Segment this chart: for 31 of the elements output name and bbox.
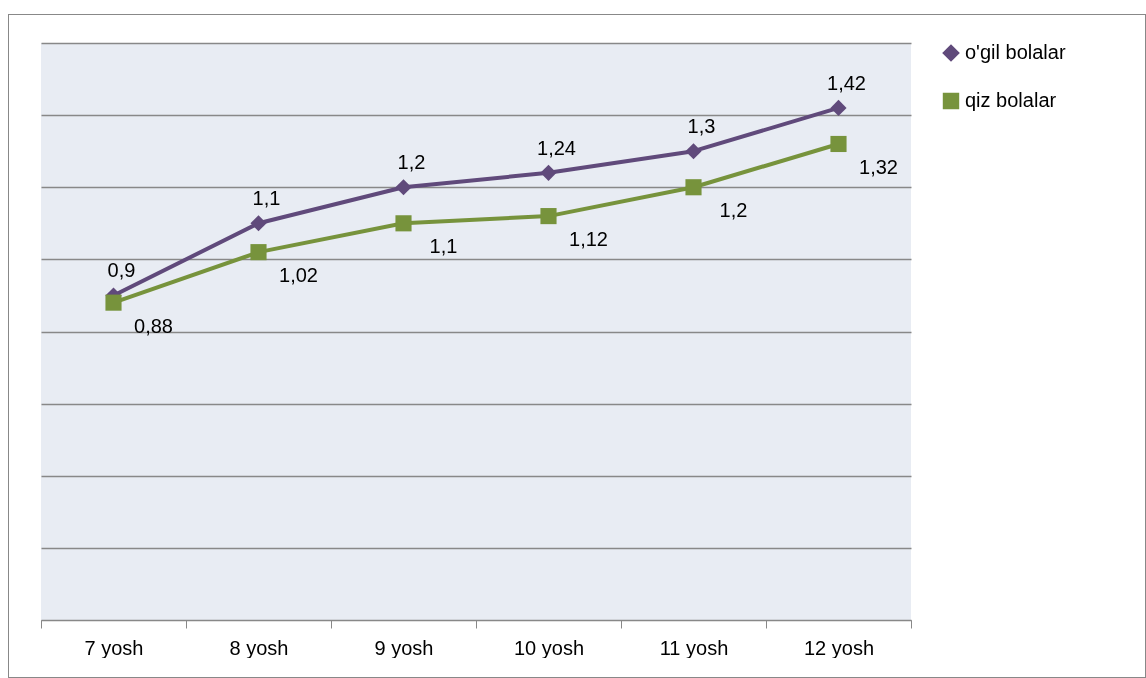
point: [540, 164, 557, 181]
data-label: 1,24: [537, 136, 576, 159]
point: [685, 179, 702, 196]
data-label: 1,3: [687, 115, 716, 138]
x-tick-label: 7 yosh: [84, 636, 144, 659]
data-label: 1,02: [279, 264, 318, 287]
data-label: 1,1: [252, 187, 281, 210]
data-label: 0,88: [134, 314, 173, 337]
x-tick-label: 10 yosh: [513, 636, 585, 659]
data-label: 1,12: [569, 228, 608, 251]
point: [395, 215, 412, 232]
x-tick-label: 12 yosh: [803, 636, 875, 659]
legend-label: o'gil bolalar: [965, 41, 1066, 63]
legend-label: qiz bolalar: [965, 89, 1057, 111]
data-label: 1,1: [429, 235, 458, 258]
point: [540, 208, 557, 225]
data-label: 1,2: [719, 199, 748, 222]
point: [830, 135, 847, 153]
point: [685, 143, 702, 160]
point: [105, 294, 122, 311]
data-label: 1,2: [397, 151, 426, 174]
data-label: 1,32: [859, 155, 898, 178]
point: [395, 179, 412, 196]
point: [830, 99, 847, 116]
x-tick-label: 9 yosh: [374, 636, 434, 659]
x-tick-label: 8 yosh: [229, 636, 289, 659]
point: [250, 215, 267, 232]
data-label: 1,42: [827, 71, 866, 94]
x-tick-label: 11 yosh: [659, 636, 729, 659]
point: [250, 244, 267, 261]
data-label: 0,9: [107, 259, 136, 282]
